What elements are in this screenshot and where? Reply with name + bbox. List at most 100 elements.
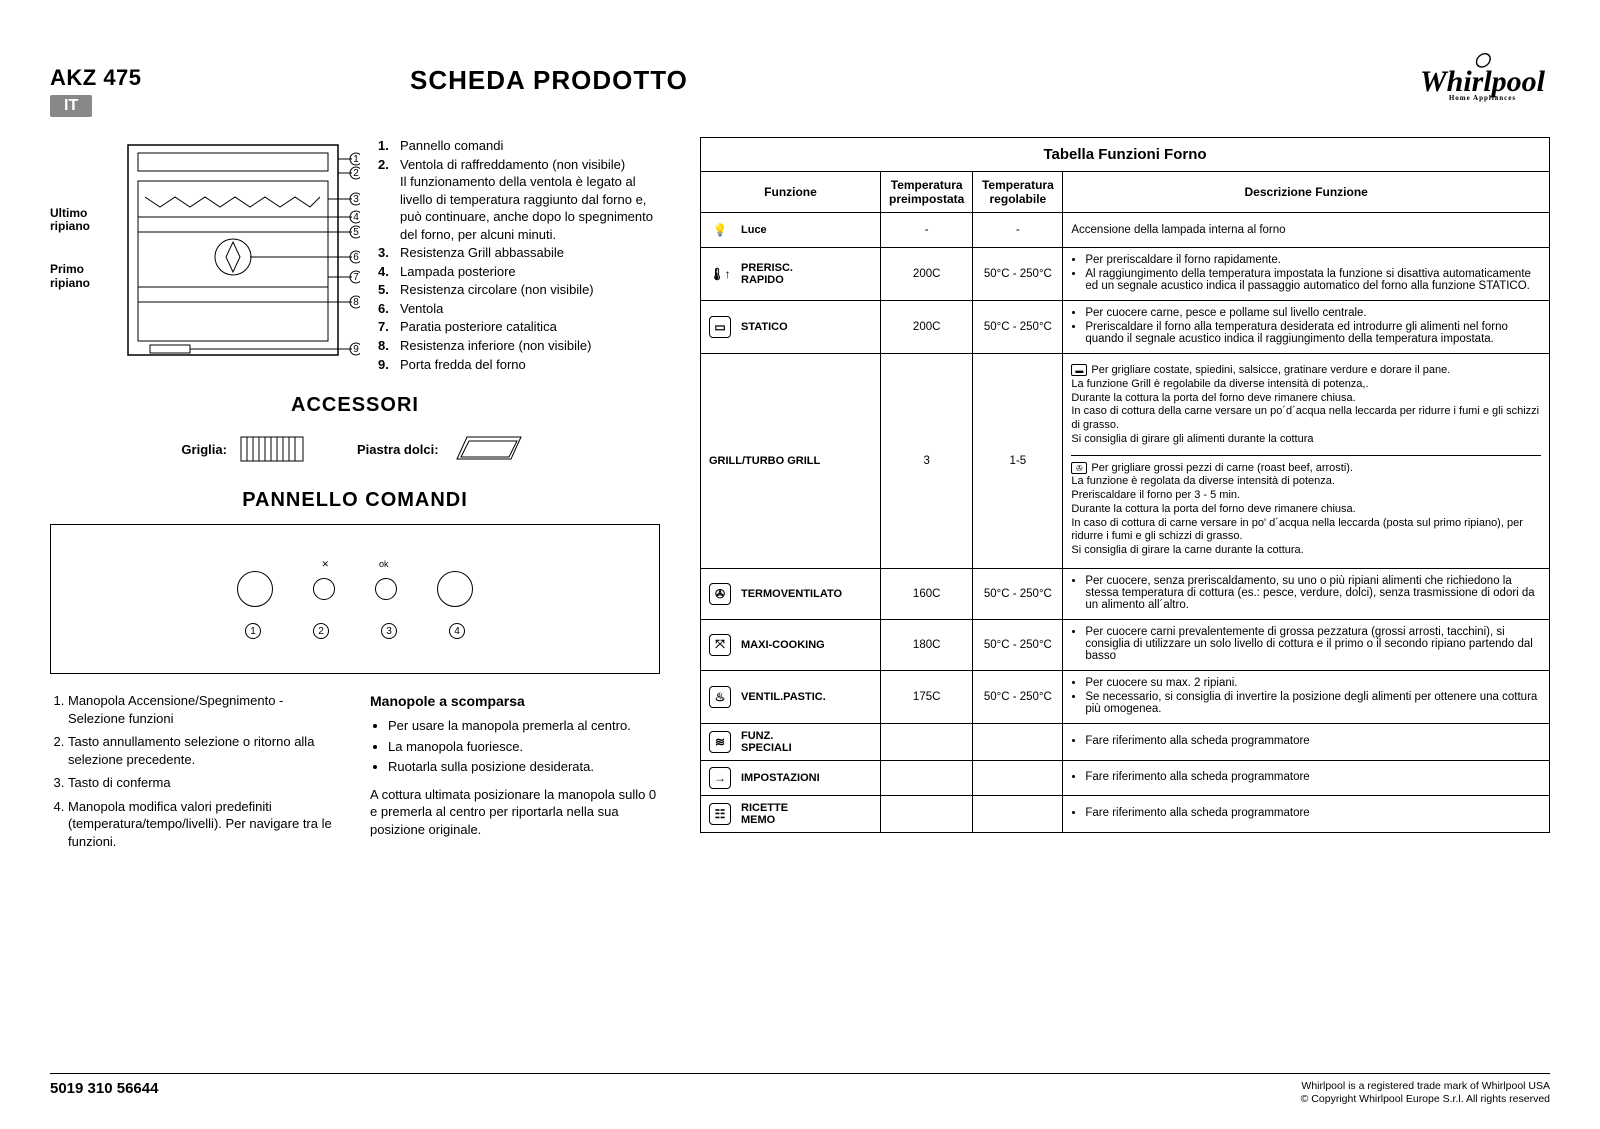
callout-item: 4.Lampada posteriore [378, 263, 660, 281]
callout-item: 2.Ventola di raffreddamento (non visibil… [378, 156, 660, 244]
th-range: Temperatura regolabile [973, 172, 1063, 213]
desc-cell: Per cuocere, senza preriscaldamento, su … [1063, 568, 1550, 619]
accessory-tray-label: Piastra dolci: [357, 442, 439, 457]
function-name: MAXI-COOKING [741, 639, 825, 651]
button-2-icon [313, 578, 335, 600]
panel-right-head: Manopole a scomparsa [370, 692, 660, 711]
svg-text:6: 6 [353, 252, 359, 263]
callout-item: 8.Resistenza inferiore (non visibile) [378, 337, 660, 355]
functions-table: Tabella Funzioni Forno Funzione Temperat… [700, 137, 1550, 833]
function-cell: 💡Luce [709, 219, 872, 241]
svg-text:5: 5 [353, 227, 359, 238]
table-row: ≋FUNZ.SPECIALI Fare riferimento alla sche… [701, 723, 1550, 760]
preset-cell [881, 760, 973, 795]
function-cell: ⤧MAXI-COOKING [709, 634, 872, 656]
panel-right-item: Per usare la manopola premerla al centro… [388, 717, 660, 735]
function-name: FUNZ.SPECIALI [741, 730, 792, 754]
callout-item: 9.Porta fredda del forno [378, 356, 660, 374]
oven-diagram-row: Ultimo ripiano Primo ripiano [50, 137, 660, 374]
oven-diagram-icon: 1 2 3 4 5 6 7 8 9 [120, 137, 360, 367]
function-cell: ≋FUNZ.SPECIALI [709, 730, 872, 754]
table-row: ✇TERMOVENTILATO160C50°C - 250°CPer cuoce… [701, 568, 1550, 619]
panel-left-item: Manopola Accensione/Spegnimento - Selezi… [68, 692, 340, 727]
desc-cell: Per cuocere carni prevalentemente di gro… [1063, 619, 1550, 670]
function-name: TERMOVENTILATO [741, 588, 842, 600]
table-row: ▭STATICO 200C50°C - 250°C Per cuocere carn… [701, 301, 1550, 354]
label-primo: Primo ripiano [50, 263, 110, 289]
callout-item: 1.Pannello comandi [378, 137, 660, 155]
desc-item: Fare riferimento alla scheda programmato… [1085, 807, 1541, 819]
function-cell: ☷RICETTEMEMO [709, 802, 872, 826]
control-panel-diagram: ✕ ok 1 2 3 4 [50, 524, 660, 674]
callout-item: 3.Resistenza Grill abbassabile [378, 244, 660, 262]
panel-left-list: Manopola Accensione/Spegnimento - Selezi… [50, 692, 340, 850]
svg-text:4: 4 [353, 212, 359, 223]
panel-num-2: 2 [313, 623, 329, 639]
preset-cell: 175C [881, 670, 973, 723]
footer-code: 5019 310 56644 [50, 1080, 158, 1107]
table-row: ☷RICETTEMEMO Fare riferimento alla scheda… [701, 795, 1550, 832]
range-cell: 50°C - 250°C [973, 301, 1063, 354]
function-name: GRILL/TURBO GRILL [709, 455, 820, 467]
panel-right-item: Ruotarla sulla posizione desiderata. [388, 758, 660, 776]
footer-legal: Whirlpool is a registered trade mark of … [1301, 1080, 1550, 1107]
footer: 5019 310 56644 Whirlpool is a registered… [50, 1073, 1550, 1107]
callout-item: 5.Resistenza circolare (non visibile) [378, 281, 660, 299]
brand-logo: ◯ Whirlpool Home Appliances [1420, 55, 1545, 101]
model-code: AKZ 475 [50, 65, 350, 91]
knob-4-icon [437, 571, 473, 607]
desc-cell: Per preriscaldare il forno rapidamente. A… [1063, 248, 1550, 301]
range-cell: 50°C - 250°C [973, 670, 1063, 723]
desc-cell: Per cuocere carne, pesce e pollame sul l… [1063, 301, 1550, 354]
table-row: ⤧MAXI-COOKING180C50°C - 250°CPer cuocere… [701, 619, 1550, 670]
th-desc: Descrizione Funzione [1063, 172, 1550, 213]
function-cell: GRILL/TURBO GRILL [709, 455, 872, 467]
desc-item: Per preriscaldare il forno rapidamente. [1085, 254, 1541, 266]
table-header-row: Funzione Temperatura preimpostata Temper… [701, 172, 1550, 213]
function-cell: →IMPOSTAZIONI [709, 767, 872, 789]
desc-cell: Fare riferimento alla scheda programmato… [1063, 723, 1550, 760]
panel-num-3: 3 [381, 623, 397, 639]
button-3-icon [375, 578, 397, 600]
desc-item: Fare riferimento alla scheda programmato… [1085, 735, 1541, 747]
svg-text:2: 2 [353, 168, 359, 179]
function-name: PRERISC.RAPIDO [741, 262, 793, 286]
range-cell: 50°C - 250°C [973, 568, 1063, 619]
accessories-title: ACCESSORI [50, 394, 660, 417]
panel-text-columns: Manopola Accensione/Spegnimento - Selezi… [50, 692, 660, 856]
desc-item: Se necessario, si consiglia di invertire… [1085, 691, 1541, 715]
grill-rack-icon [237, 431, 307, 467]
function-name: VENTIL.PASTIC. [741, 691, 826, 703]
model-block: AKZ 475 IT [50, 65, 350, 117]
panel-num-1: 1 [245, 623, 261, 639]
panel-top-x: ✕ [321, 559, 329, 570]
svg-text:3: 3 [353, 194, 359, 205]
svg-text:1: 1 [353, 154, 359, 165]
lang-tag: IT [50, 95, 92, 117]
function-cell: ♨VENTIL.PASTIC. [709, 686, 872, 708]
svg-text:8: 8 [353, 297, 359, 308]
panel-left-item: Tasto annullamento selezione o ritorno a… [68, 733, 340, 768]
desc-item: Al raggiungimento della temperatura impo… [1085, 268, 1541, 292]
panel-right-item: La manopola fuoriesce. [388, 738, 660, 756]
table-row: →IMPOSTAZIONI Fare riferimento alla sched… [701, 760, 1550, 795]
function-name: STATICO [741, 321, 788, 333]
table-row: 🌡↑PRERISC.RAPIDO200C50°C - 250°CPer prer… [701, 248, 1550, 301]
oven-left-labels: Ultimo ripiano Primo ripiano [50, 137, 110, 320]
th-preset: Temperatura preimpostata [881, 172, 973, 213]
desc-item: Per cuocere carne, pesce e pollame sul l… [1085, 307, 1541, 319]
range-cell: - [973, 213, 1063, 248]
header: AKZ 475 IT SCHEDA PRODOTTO ◯ Whirlpool H… [50, 65, 1550, 117]
svg-text:7: 7 [353, 272, 359, 283]
label-ultimo: Ultimo ripiano [50, 207, 110, 233]
desc-cell: ▬Per grigliare costate, spiedini, salsic… [1063, 354, 1550, 569]
page-title: SCHEDA PRODOTTO [410, 65, 688, 96]
callout-item: 6.Ventola [378, 300, 660, 318]
brand-text: Whirlpool [1420, 65, 1545, 98]
function-cell: ▭STATICO [709, 316, 872, 338]
range-cell: 50°C - 250°C [973, 248, 1063, 301]
preset-cell: 200C [881, 301, 973, 354]
accessory-tray: Piastra dolci: [357, 429, 529, 469]
panel-right-para: A cottura ultimata posizionare la manopo… [370, 786, 660, 839]
desc-item: Fare riferimento alla scheda programmato… [1085, 771, 1541, 783]
